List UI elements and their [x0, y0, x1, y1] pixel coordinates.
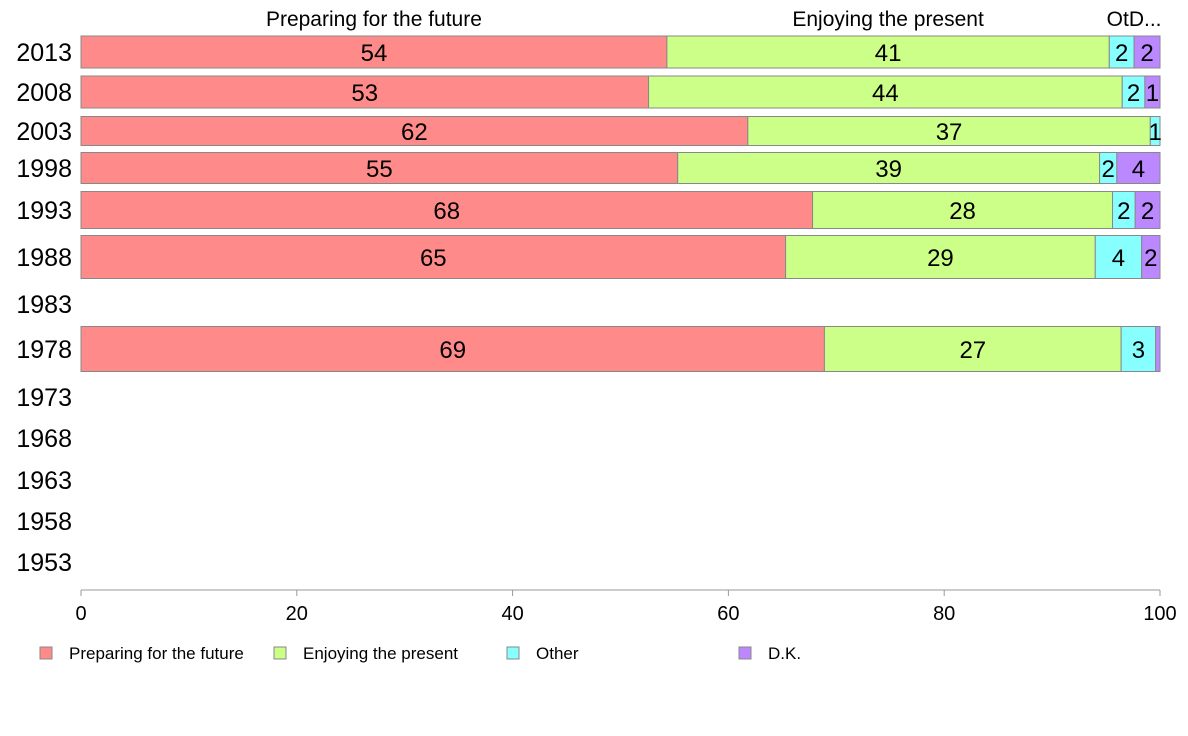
x-tick-label: 0 — [75, 603, 86, 625]
bar-segment — [1094, 235, 1143, 279]
data-label: 68 — [433, 198, 460, 225]
legend-swatch — [738, 646, 752, 660]
data-label: 44 — [872, 80, 899, 107]
bar-segment — [1155, 326, 1161, 372]
bar-segment — [1120, 326, 1157, 372]
bar-segment — [1149, 116, 1161, 146]
year-label-1983: 1983 — [16, 291, 72, 319]
data-label: 4 — [1112, 245, 1125, 272]
data-label: 27 — [959, 337, 986, 364]
bar-segment — [677, 152, 1101, 184]
top-series-label: OtD... — [1107, 8, 1162, 31]
x-tick-label: 100 — [1143, 603, 1176, 625]
legend-swatch — [506, 646, 520, 660]
bar-segment — [1133, 35, 1161, 69]
year-label-1988: 1988 — [16, 244, 72, 272]
bar-segment — [823, 326, 1122, 372]
data-label: 62 — [401, 119, 428, 146]
data-label: 2 — [1140, 40, 1153, 67]
bar-segment — [80, 116, 749, 146]
data-label: 39 — [875, 156, 902, 183]
bar-segment — [80, 35, 668, 69]
bar-segment — [785, 235, 1096, 279]
data-label: 2 — [1115, 40, 1128, 67]
data-label: 65 — [420, 245, 447, 272]
data-label: 2 — [1141, 198, 1154, 225]
data-label: 28 — [949, 198, 976, 225]
data-label: 37 — [936, 119, 963, 146]
data-label: 2 — [1127, 80, 1140, 107]
top-series-label: Preparing for the future — [266, 8, 482, 31]
bar-segment — [80, 75, 650, 109]
bar-segment — [80, 191, 814, 229]
legend-label: Enjoying the present — [303, 644, 458, 663]
x-tick-label: 80 — [933, 603, 955, 625]
data-label: 69 — [439, 337, 466, 364]
bar-segment — [812, 191, 1114, 229]
year-label-2003: 2003 — [16, 118, 72, 146]
bar-segment — [666, 35, 1110, 69]
data-label: 3 — [1132, 337, 1145, 364]
x-tick-label: 20 — [286, 603, 308, 625]
data-label: 2 — [1102, 156, 1115, 183]
year-label-1993: 1993 — [16, 197, 72, 225]
bar-segment — [1116, 152, 1161, 184]
bar-segment — [80, 326, 825, 372]
year-label-1978: 1978 — [16, 336, 72, 364]
data-label: 1 — [1148, 119, 1161, 146]
data-label: 53 — [351, 80, 378, 107]
bar-segment — [1144, 75, 1161, 109]
data-label: 1 — [1146, 80, 1159, 107]
year-label-2008: 2008 — [16, 79, 72, 107]
data-label: 4 — [1132, 156, 1145, 183]
data-label: 2 — [1144, 245, 1157, 272]
data-label: 55 — [366, 156, 393, 183]
bar-segment — [1108, 35, 1135, 69]
year-label-1973: 1973 — [16, 384, 72, 412]
year-label-1963: 1963 — [16, 467, 72, 495]
top-series-label: Enjoying the present — [792, 8, 984, 31]
year-label-1998: 1998 — [16, 155, 72, 183]
legend-swatch — [39, 646, 53, 660]
bar-segment — [1134, 191, 1161, 229]
year-label-2013: 2013 — [16, 39, 72, 67]
year-label-1953: 1953 — [16, 549, 72, 577]
bar-segment — [80, 235, 787, 279]
data-label: 29 — [927, 245, 954, 272]
bar-segment — [747, 116, 1151, 146]
year-label-1968: 1968 — [16, 425, 72, 453]
legend-label: D.K. — [768, 644, 801, 663]
data-label: 41 — [875, 40, 902, 67]
x-tick-label: 60 — [717, 603, 739, 625]
legend-swatch — [273, 646, 287, 660]
bar-segment — [1141, 235, 1161, 279]
legend-label: Other — [536, 644, 579, 663]
legend-label: Preparing for the future — [69, 644, 244, 663]
data-label: 2 — [1117, 198, 1130, 225]
bar-segment — [648, 75, 1123, 109]
x-tick-label: 40 — [501, 603, 523, 625]
year-label-1958: 1958 — [16, 508, 72, 536]
data-label: 54 — [361, 40, 388, 67]
